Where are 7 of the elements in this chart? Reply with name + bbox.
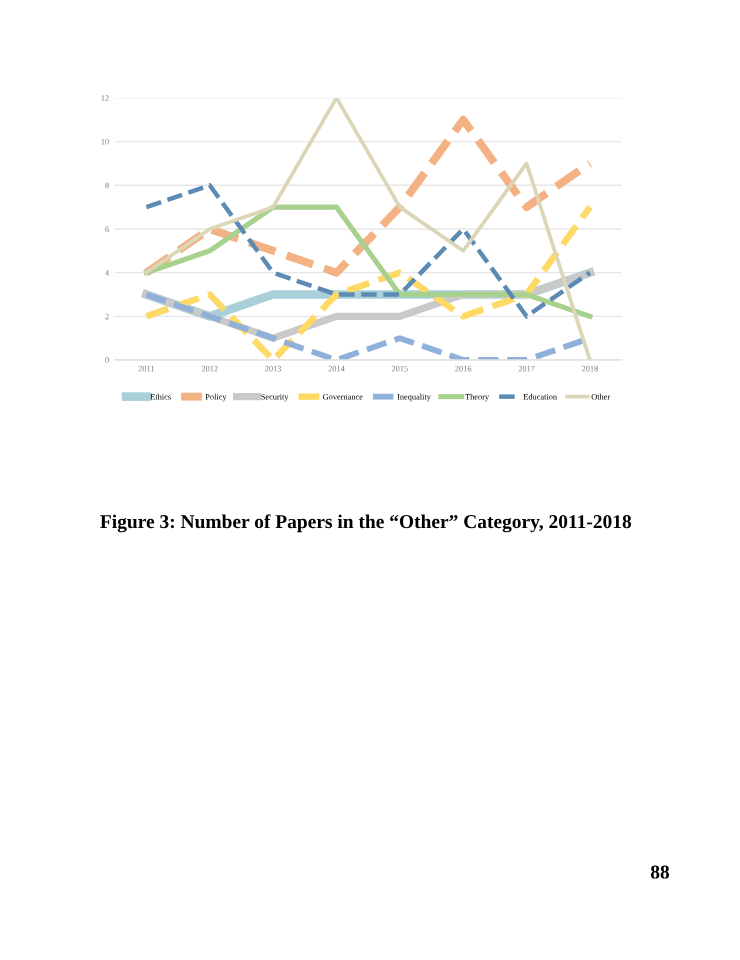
text: 88 (650, 865, 670, 879)
line-series (144, 183, 593, 319)
caption: Figure 3: Number of Papers in the “Other” Category, 2011-2018 (100, 514, 632, 533)
line-series (144, 97, 592, 360)
line-series (143, 204, 593, 319)
line-series (142, 115, 594, 277)
line-series (143, 203, 594, 360)
